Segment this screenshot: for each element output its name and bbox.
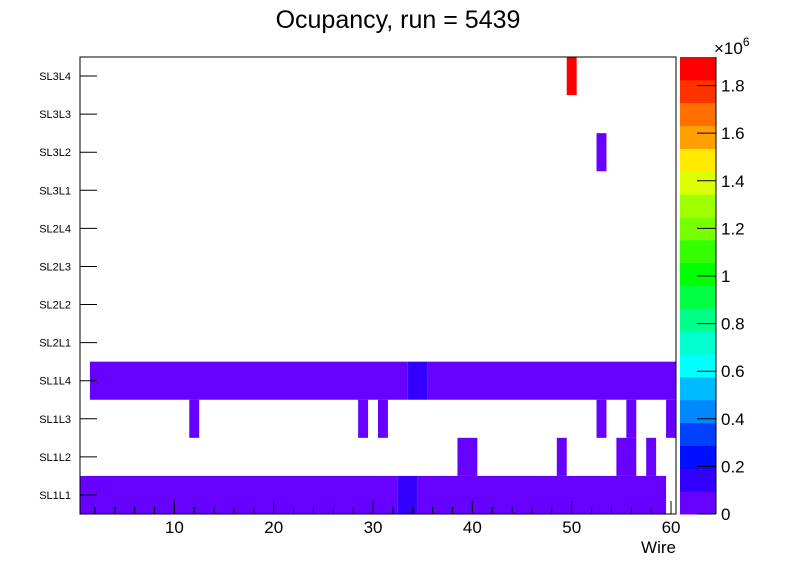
palette-band bbox=[680, 354, 716, 378]
x-axis-label: Wire bbox=[641, 538, 676, 557]
heatmap-cell bbox=[427, 361, 676, 400]
y-tick-label: SL1L4 bbox=[39, 376, 71, 388]
colorbar-exponent-base: ×10 bbox=[714, 39, 743, 58]
palette-band bbox=[680, 262, 716, 286]
palette-band bbox=[680, 422, 716, 446]
x-tick-label: 40 bbox=[463, 518, 482, 537]
heatmap-cell bbox=[189, 399, 200, 438]
x-axis: 10 20 30 40 50 60 bbox=[94, 501, 681, 537]
y-axis: SL1L1 SL1L2 SL1L3 SL1L4 SL2L1 SL2L2 SL2L3 SL2L4… bbox=[39, 71, 97, 502]
heatmap-cell bbox=[566, 57, 577, 96]
y-tick-label: SL1L1 bbox=[39, 490, 71, 502]
y-tick-label: SL3L2 bbox=[39, 147, 71, 159]
x-tick-label: 10 bbox=[165, 518, 184, 537]
palette-band bbox=[680, 239, 716, 264]
y-tick-label: SL2L3 bbox=[39, 261, 71, 273]
y-tick-label: SL3L4 bbox=[39, 71, 71, 83]
heatmap-cell bbox=[80, 475, 398, 514]
palette-band bbox=[680, 468, 716, 492]
palette-band bbox=[680, 148, 716, 172]
x-tick-label: 60 bbox=[662, 518, 681, 537]
y-tick-label: SL3L1 bbox=[39, 185, 71, 197]
heatmap-cell bbox=[626, 399, 637, 438]
heatmap-cell bbox=[397, 475, 418, 514]
heatmap-cell bbox=[616, 437, 637, 476]
heatmap-cell bbox=[417, 475, 667, 514]
palette-tick-label: 0.8 bbox=[721, 315, 745, 334]
plot-frame bbox=[79, 56, 677, 515]
palette-band bbox=[680, 285, 716, 309]
y-tick-label: SL3L3 bbox=[39, 109, 71, 121]
heatmap-cells bbox=[80, 57, 676, 514]
heatmap-cell bbox=[358, 399, 369, 438]
colorbar-exponent-power: 6 bbox=[743, 35, 750, 49]
color-palette: 0 0.2 0.4 0.6 0.8 1 1.2 1.4 1.6 1.8 bbox=[680, 57, 745, 524]
heatmap-cell bbox=[89, 361, 408, 400]
y-tick-label: SL2L2 bbox=[39, 300, 71, 312]
heatmap-cell bbox=[407, 361, 428, 400]
palette-tick-label: 1 bbox=[721, 267, 730, 286]
x-tick-label: 50 bbox=[562, 518, 581, 537]
palette-tick-label: 1.6 bbox=[721, 124, 745, 143]
palette-band bbox=[680, 445, 716, 469]
palette-tick-label: 1.8 bbox=[721, 77, 745, 96]
palette-band bbox=[680, 194, 716, 218]
palette-tick-label: 1.4 bbox=[721, 172, 745, 191]
palette-band bbox=[680, 308, 716, 332]
heatmap-cell bbox=[457, 437, 478, 476]
palette-band bbox=[680, 491, 716, 515]
palette-tick-label: 0 bbox=[721, 505, 730, 524]
palette-band bbox=[680, 399, 716, 424]
y-tick-label: SL1L3 bbox=[39, 414, 71, 426]
palette-band bbox=[680, 57, 716, 81]
palette-band bbox=[680, 102, 716, 127]
palette-band bbox=[680, 331, 716, 355]
palette-tick-label: 0.2 bbox=[721, 457, 745, 476]
palette-band bbox=[680, 79, 716, 104]
x-tick-label: 20 bbox=[264, 518, 283, 537]
heatmap-cell bbox=[666, 399, 676, 438]
heatmap-cell bbox=[596, 399, 607, 438]
y-tick-label: SL2L4 bbox=[39, 223, 71, 235]
colorbar-exponent: ×106 bbox=[714, 35, 750, 58]
heatmap-cell bbox=[378, 399, 388, 438]
palette-band bbox=[680, 125, 716, 149]
heatmap-cell bbox=[646, 437, 657, 476]
palette-band bbox=[680, 171, 716, 195]
palette-tick-label: 1.2 bbox=[721, 219, 745, 238]
x-tick-label: 30 bbox=[364, 518, 383, 537]
heatmap-cell bbox=[556, 437, 567, 476]
palette-tick-label: 0.6 bbox=[721, 362, 745, 381]
chart-title: Ocupancy, run = 5439 bbox=[276, 6, 521, 34]
heatmap-cell bbox=[596, 133, 607, 172]
y-tick-label: SL2L1 bbox=[39, 338, 71, 350]
palette-band bbox=[680, 376, 716, 401]
palette-tick-label: 0.4 bbox=[721, 410, 745, 429]
y-tick-label: SL1L2 bbox=[39, 452, 71, 464]
